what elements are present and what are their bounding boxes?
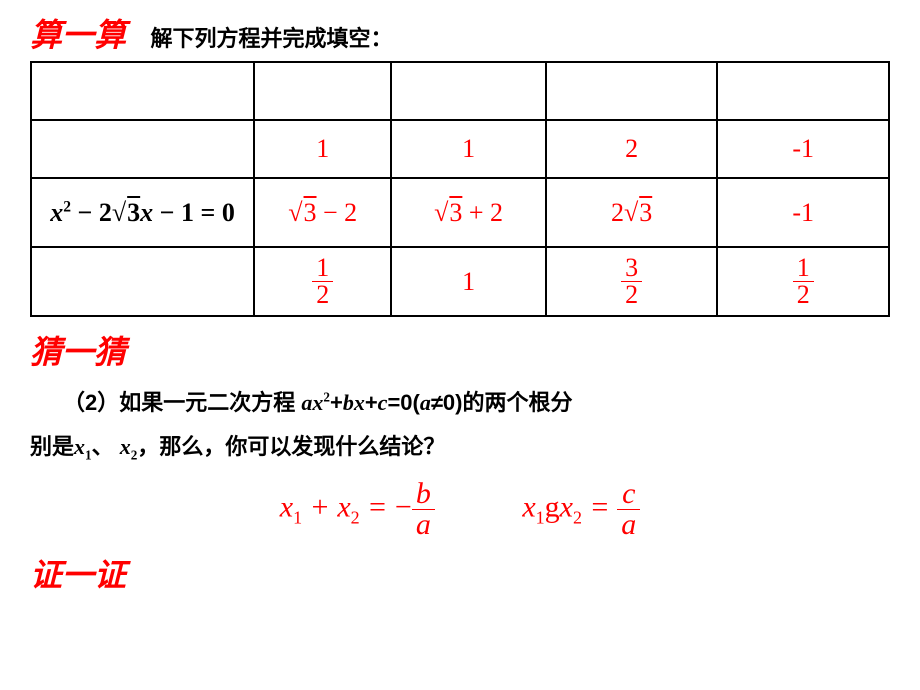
section1-title: 算一算 — [30, 10, 126, 56]
cell: 12 — [254, 247, 391, 316]
cell — [31, 247, 254, 316]
cell: 1 — [391, 120, 545, 178]
table-row: 1 1 2 -1 — [31, 120, 889, 178]
cell — [391, 62, 545, 120]
table-row — [31, 62, 889, 120]
cell — [717, 62, 889, 120]
cell — [254, 62, 391, 120]
cell: 1 — [254, 120, 391, 178]
section2-title: 猜一猜 — [30, 327, 126, 373]
cell-equation: x2 − 2√3x − 1 = 0 — [31, 178, 254, 247]
question-text: （2）如果一元二次方程 ax2+bx+c=0(a≠0)的两个根分别是x1、 x2… — [30, 381, 890, 469]
cell: 32 — [546, 247, 718, 316]
section3-title: 证一证 — [30, 550, 126, 596]
cell: 1 — [391, 247, 545, 316]
cell: √3 − 2 — [254, 178, 391, 247]
cell — [31, 62, 254, 120]
cell: 2 — [546, 120, 718, 178]
formula-prod: x1gx2 = ca — [522, 479, 640, 540]
equation-table: 1 1 2 -1 x2 − 2√3x − 1 = 0 √3 − 2 √3 + 2… — [30, 61, 890, 317]
section1-header: 算一算 解下列方程并完成填空： — [30, 10, 890, 56]
cell: 2√3 — [546, 178, 718, 247]
table-row: x2 − 2√3x − 1 = 0 √3 − 2 √3 + 2 2√3 -1 — [31, 178, 889, 247]
section1-subtitle: 解下列方程并完成填空： — [150, 21, 392, 53]
cell: √3 + 2 — [391, 178, 545, 247]
cell: 12 — [717, 247, 889, 316]
cell: -1 — [717, 178, 889, 247]
formula-row: x1 + x2 = −ba x1gx2 = ca — [30, 479, 890, 540]
cell — [546, 62, 718, 120]
cell: -1 — [717, 120, 889, 178]
formula-sum: x1 + x2 = −ba — [280, 479, 435, 540]
cell — [31, 120, 254, 178]
table-row: 12 1 32 12 — [31, 247, 889, 316]
